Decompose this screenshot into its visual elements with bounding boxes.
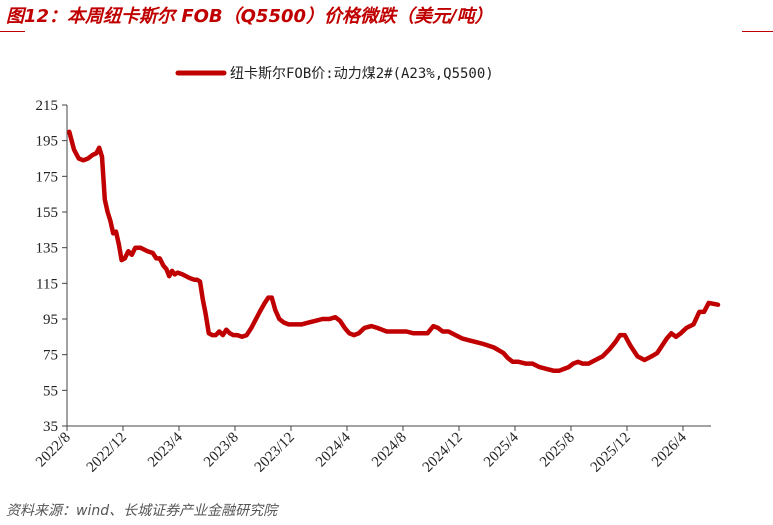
y-tick-label: 115 [36, 276, 58, 292]
x-tick-label: 2022/8 [33, 430, 74, 471]
x-tick-label: 2024/4 [313, 429, 354, 470]
y-tick-label: 155 [36, 205, 59, 221]
x-tick-label: 2023/8 [201, 430, 242, 471]
y-tick-label: 135 [36, 241, 59, 257]
chart-axes: 35 55 75 95 115 135 155 175 195 215 2022/8 2022/12 2… [33, 98, 711, 476]
x-tick-label: 2022/12 [84, 430, 130, 476]
title-rule-right [742, 31, 773, 32]
legend-label: 纽卡斯尔FOB价:动力煤2#(A23%,Q5500) [230, 66, 494, 82]
y-tick-label: 95 [43, 312, 58, 328]
x-tick-label: 2025/12 [588, 430, 634, 476]
series-line-0 [67, 129, 721, 373]
chart-series [67, 129, 721, 373]
x-tick-label: 2023/4 [145, 429, 186, 470]
x-tick-label: 2023/12 [252, 430, 298, 476]
y-tick-label: 215 [36, 98, 59, 114]
x-tick-label: 2024/8 [369, 430, 410, 471]
x-tick-label: 2024/12 [420, 430, 466, 476]
x-tick-label: 2025/8 [537, 430, 578, 471]
y-tick-label: 75 [43, 348, 58, 364]
chart-legend: 纽卡斯尔FOB价:动力煤2#(A23%,Q5500) [175, 66, 494, 82]
source-note: 资料来源：wind、长城证券产业金融研究院 [6, 503, 278, 519]
y-tick-label: 175 [36, 169, 59, 185]
title-rule-left [0, 31, 25, 32]
y-tick-label: 35 [43, 419, 58, 435]
y-tick-label: 55 [43, 383, 58, 399]
x-tick-label: 2025/4 [481, 429, 522, 470]
x-tick-label: 2026/4 [649, 429, 690, 470]
y-tick-label: 195 [36, 134, 59, 150]
figure-title: 图12：本周纽卡斯尔 FOB（Q5500）价格微跌（美元/吨） [6, 6, 493, 27]
